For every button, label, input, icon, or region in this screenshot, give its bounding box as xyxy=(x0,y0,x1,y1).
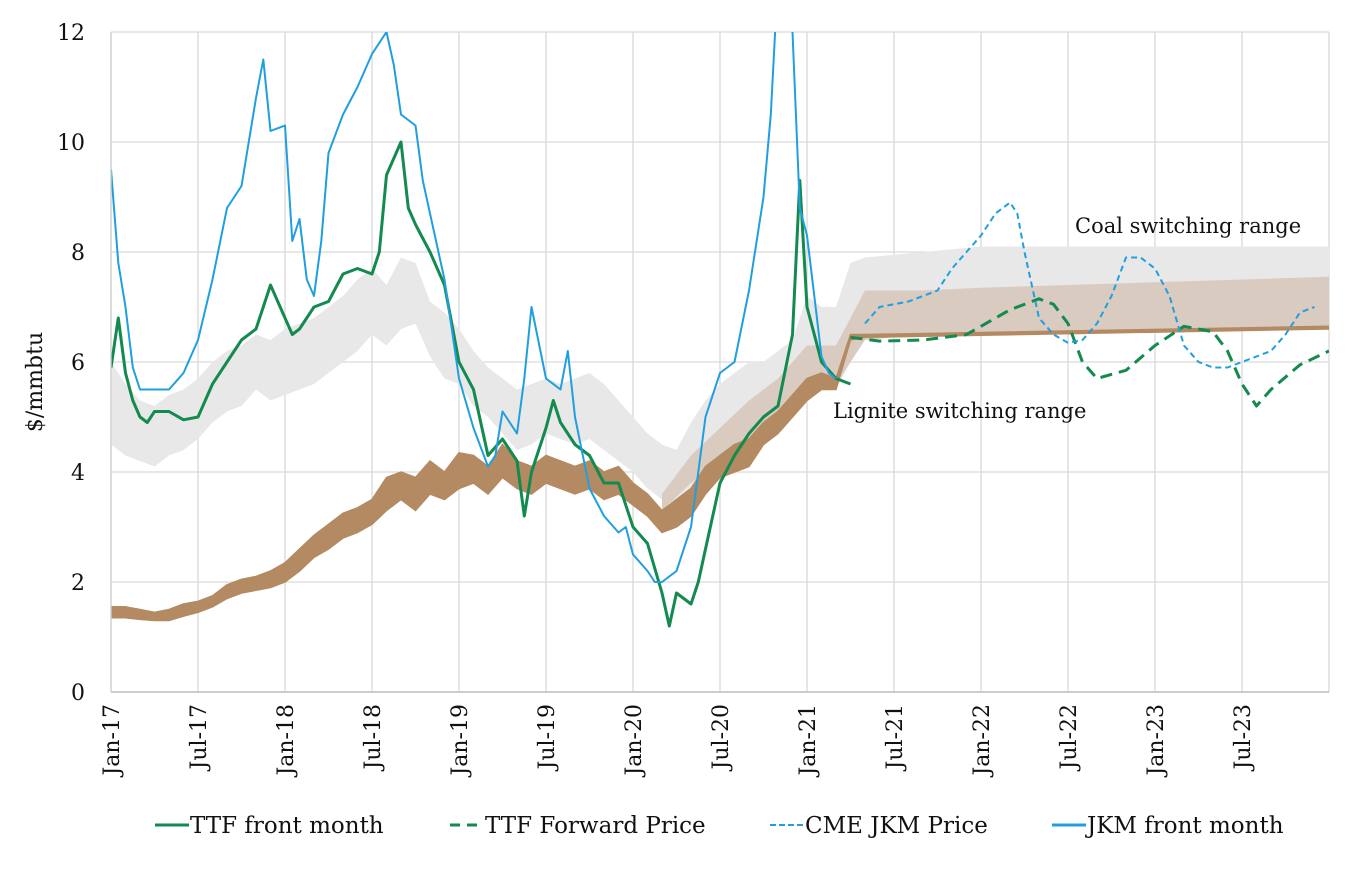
x-tick-label: Jul-21 xyxy=(883,704,908,771)
series-lines xyxy=(111,32,1329,628)
legend-label: CME JKM Price xyxy=(805,813,988,839)
legend-item: JKM front month xyxy=(1052,813,1284,839)
series-lignite-switching-cost xyxy=(111,325,1329,622)
legend-label: TTF front month xyxy=(190,813,384,839)
series-jkm-front-month xyxy=(111,32,837,583)
legend-label: TTF Forward Price xyxy=(485,813,706,839)
annotation-lignite-switching: Lignite switching range xyxy=(833,399,1086,423)
x-tick-label: Jan-21 xyxy=(796,704,821,778)
y-tick-labels: 0 2 4 6 8 10 12 xyxy=(57,21,85,706)
legend-item: TTF Forward Price xyxy=(450,813,706,839)
x-tick-label: Jul-23 xyxy=(1231,704,1256,771)
legend: TTF front month TTF Forward Price CME JKM … xyxy=(155,813,1284,839)
y-tick-label: 10 xyxy=(57,131,85,156)
series-ttf-forward-price xyxy=(850,297,1329,408)
x-tick-label: Jan-17 xyxy=(100,704,125,778)
y-tick-label: 4 xyxy=(71,461,85,486)
x-tick-label: Jul-17 xyxy=(187,704,212,771)
x-tick-label: Jan-22 xyxy=(970,704,995,778)
legend-item: TTF front month xyxy=(155,813,384,839)
legend-label: JKM front month xyxy=(1085,813,1284,839)
x-tick-labels: Jan-17 Jul-17 Jan-18 Jul-18 Jan-19 Jul-19 Jan-… xyxy=(100,704,1256,778)
y-tick-label: 8 xyxy=(71,241,85,266)
series-ttf-front-month xyxy=(111,140,852,628)
x-tick-label: Jan-20 xyxy=(622,704,647,778)
x-tick-label: Jul-22 xyxy=(1057,704,1082,771)
y-tick-label: 6 xyxy=(71,351,85,376)
x-tick-label: Jul-19 xyxy=(535,704,560,771)
y-tick-label: 2 xyxy=(71,571,85,596)
x-tick-label: Jan-18 xyxy=(274,704,299,778)
legend-item: CME JKM Price xyxy=(770,813,988,839)
y-tick-label: 12 xyxy=(57,21,85,46)
y-axis-label: $/mmbtu xyxy=(23,332,48,432)
x-tick-label: Jan-19 xyxy=(448,704,473,778)
y-tick-label: 0 xyxy=(71,681,85,706)
gridlines xyxy=(110,31,1330,693)
axes xyxy=(110,32,1329,693)
x-tick-label: Jul-18 xyxy=(361,704,386,771)
annotation-coal-switching: Coal switching range xyxy=(1075,214,1301,238)
band-lignite-switching-range xyxy=(662,276,1329,511)
x-tick-label: Jul-20 xyxy=(709,704,734,771)
x-tick-label: Jan-23 xyxy=(1144,704,1169,778)
series-cme-jkm-price xyxy=(864,201,1315,369)
